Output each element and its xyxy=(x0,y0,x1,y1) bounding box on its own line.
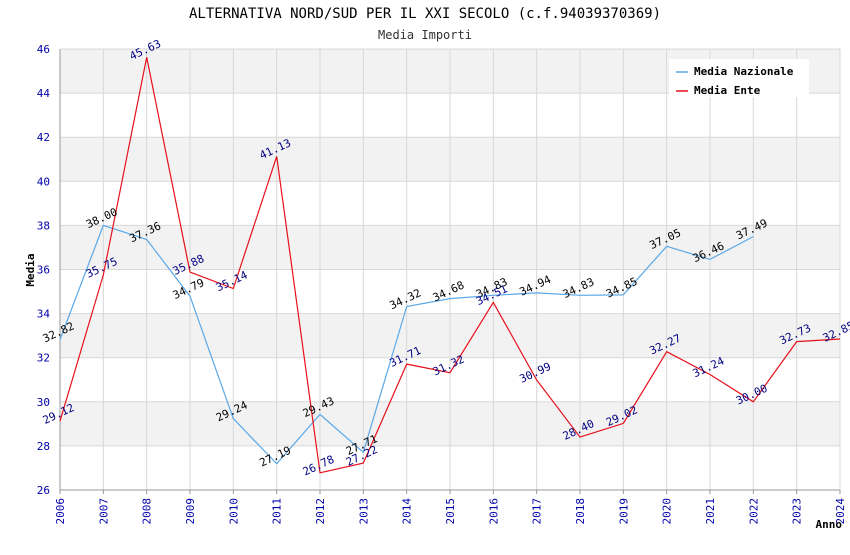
data-label: 34.79 xyxy=(171,276,207,302)
x-tick-label: 2009 xyxy=(184,498,197,525)
chart-subtitle: Media Importi xyxy=(378,28,472,42)
x-tick-label: 2007 xyxy=(97,498,110,525)
y-tick-label: 34 xyxy=(37,308,51,321)
chart-title: ALTERNATIVA NORD/SUD PER IL XXI SECOLO (… xyxy=(189,6,661,22)
y-tick-labels: 26 28 30 32 34 36 38 40 42 44 46 xyxy=(37,43,51,497)
x-tick-label: 2006 xyxy=(54,498,67,525)
x-tick-label: 2016 xyxy=(487,498,500,525)
x-tick-label: 2012 xyxy=(314,498,327,525)
x-tick-label: 2022 xyxy=(747,498,760,525)
y-tick-label: 44 xyxy=(37,87,51,100)
data-label: 34.68 xyxy=(431,279,467,305)
data-label: 30.99 xyxy=(517,360,553,386)
x-tick-label: 2011 xyxy=(271,498,284,525)
data-label: 27.19 xyxy=(257,444,293,470)
data-label: 34.32 xyxy=(387,286,423,312)
x-tick-label: 2010 xyxy=(227,498,240,525)
x-tick-label: 2020 xyxy=(661,498,674,525)
x-axis-label: Anno xyxy=(816,518,843,531)
x-tick-label: 2014 xyxy=(401,498,414,525)
y-tick-label: 46 xyxy=(37,43,50,56)
x-tick-label: 2021 xyxy=(704,498,717,525)
legend-label-nazionale: Media Nazionale xyxy=(694,65,794,78)
y-tick-label: 36 xyxy=(37,264,50,277)
y-tick-label: 30 xyxy=(37,396,50,409)
y-tick-label: 28 xyxy=(37,440,50,453)
legend-label-ente: Media Ente xyxy=(694,84,761,97)
y-tick-label: 26 xyxy=(37,484,50,497)
data-label: 26.78 xyxy=(301,453,337,479)
x-tick-label: 2013 xyxy=(357,498,370,525)
x-tick-label: 2019 xyxy=(617,498,630,525)
y-tick-label: 40 xyxy=(37,175,50,188)
data-label: 35.14 xyxy=(214,268,250,294)
x-tick-label: 2008 xyxy=(141,498,154,525)
data-label: 34.94 xyxy=(517,273,553,299)
x-tick-labels: 2006 2007 2008 2009 2010 2011 2012 2013 2014 2015… xyxy=(54,498,847,525)
y-tick-label: 38 xyxy=(37,219,50,232)
x-tick-label: 2017 xyxy=(531,498,544,525)
data-label: 34.83 xyxy=(561,275,597,301)
y-tick-label: 42 xyxy=(37,131,50,144)
x-tick-label: 2023 xyxy=(791,498,804,525)
x-tick-label: 2018 xyxy=(574,498,587,525)
data-label: 34.85 xyxy=(604,275,640,301)
legend: Media Nazionale Media Ente xyxy=(669,59,809,97)
x-tick-label: 2015 xyxy=(444,498,457,525)
y-axis-label: Media xyxy=(24,253,37,286)
y-tick-label: 32 xyxy=(37,352,50,365)
